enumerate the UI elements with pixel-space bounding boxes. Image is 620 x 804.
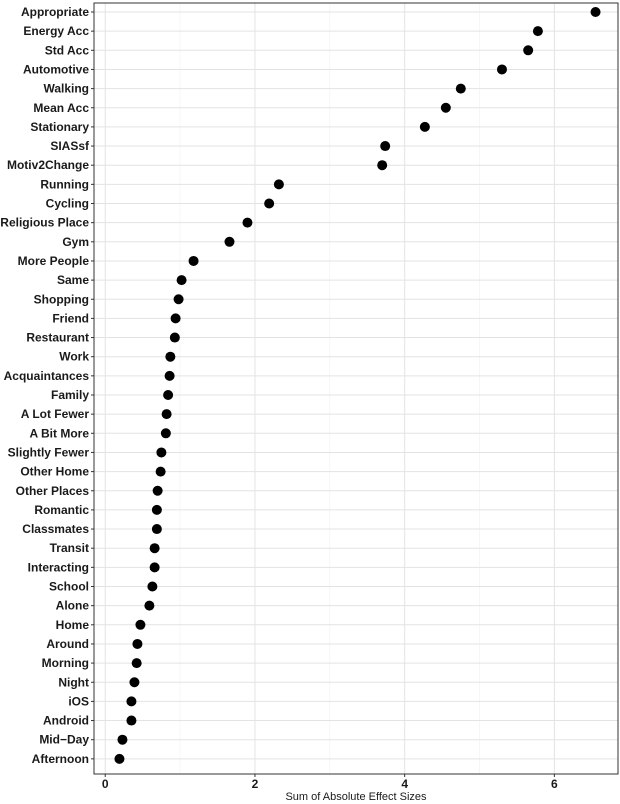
- category-label: Family: [51, 388, 89, 402]
- data-point: [132, 638, 143, 649]
- x-axis-title: Sum of Absolute Effect Sizes: [285, 791, 427, 803]
- data-point: [264, 198, 275, 209]
- data-point: [152, 485, 163, 496]
- data-point: [126, 715, 137, 726]
- category-label: Mean Acc: [33, 101, 89, 115]
- data-point: [173, 294, 184, 305]
- data-point: [273, 179, 284, 190]
- data-point: [188, 255, 199, 266]
- x-tick-label: 0: [102, 777, 109, 791]
- data-point: [496, 64, 507, 75]
- data-point: [164, 370, 175, 381]
- category-label: Shopping: [34, 292, 89, 306]
- category-label: Automotive: [23, 62, 89, 76]
- data-point: [126, 696, 137, 707]
- data-point: [165, 351, 176, 362]
- category-label: School: [49, 580, 89, 594]
- data-point: [151, 504, 162, 515]
- category-label: A Lot Fewer: [21, 407, 90, 421]
- data-point: [144, 600, 155, 611]
- x-axis-ticks: 0 2 4 6: [102, 774, 558, 791]
- data-point: [147, 581, 158, 592]
- category-label: iOS: [68, 694, 89, 708]
- data-point: [419, 121, 430, 132]
- category-label: Other Places: [16, 484, 90, 498]
- data-point: [160, 428, 171, 439]
- category-label: Energy Acc: [23, 24, 89, 38]
- category-label: Classmates: [22, 522, 89, 536]
- category-label: SIASsf: [50, 139, 90, 153]
- data-point: [532, 26, 543, 37]
- category-label: Friend: [52, 311, 89, 325]
- category-label: Work: [59, 350, 89, 364]
- category-label: Restaurant: [26, 331, 89, 345]
- category-label: Appropriate: [21, 5, 89, 19]
- category-label: Walking: [43, 82, 89, 96]
- data-point: [455, 83, 466, 94]
- category-label: Religious Place: [0, 216, 89, 230]
- category-label: Home: [56, 618, 90, 632]
- data-point: [377, 160, 388, 171]
- category-label: Motiv2Change: [7, 158, 89, 172]
- grid-lines: [94, 3, 618, 774]
- data-point: [155, 466, 166, 477]
- category-label: Around: [46, 637, 89, 651]
- category-label: Android: [43, 714, 89, 728]
- data-point: [170, 313, 181, 324]
- data-point: [590, 7, 601, 17]
- data-point: [169, 332, 180, 343]
- category-label: Morning: [42, 656, 89, 670]
- category-label: Std Acc: [45, 43, 90, 57]
- data-point: [176, 275, 187, 286]
- data-point: [156, 447, 167, 458]
- x-tick-label: 4: [401, 777, 408, 791]
- data-point: [161, 409, 172, 420]
- data-point: [129, 677, 140, 688]
- data-point: [149, 562, 160, 573]
- x-tick-label: 2: [252, 777, 259, 791]
- category-label: Afternoon: [32, 752, 89, 766]
- category-label: Cycling: [46, 197, 89, 211]
- data-point: [380, 141, 391, 152]
- category-label: Mid−Day: [39, 733, 89, 747]
- category-label: Gym: [62, 235, 89, 249]
- category-label: Slightly Fewer: [8, 445, 90, 459]
- category-labels: Appropriate Energy Acc Std Acc Automotive Wa…: [0, 5, 94, 766]
- data-point: [135, 619, 146, 630]
- category-label: Night: [58, 675, 89, 689]
- data-point: [131, 658, 142, 669]
- category-label: Stationary: [30, 120, 89, 134]
- x-tick-label: 6: [551, 777, 558, 791]
- data-point: [114, 753, 125, 764]
- data-point: [149, 543, 160, 554]
- category-label: Other Home: [20, 465, 89, 479]
- category-label: A Bit More: [29, 426, 89, 440]
- category-label: Acquaintances: [4, 369, 90, 383]
- plot-panel-border: [93, 2, 619, 775]
- data-point: [242, 217, 253, 228]
- data-point: [117, 734, 128, 745]
- data-point: [163, 390, 174, 400]
- category-label: Transit: [50, 541, 89, 555]
- category-label: Running: [40, 177, 89, 191]
- category-label: Alone: [56, 599, 90, 613]
- data-point: [151, 524, 162, 535]
- category-label: Romantic: [34, 503, 89, 517]
- category-label: Same: [57, 273, 89, 287]
- data-point: [224, 236, 235, 247]
- data-point: [440, 102, 451, 113]
- data-point: [523, 45, 534, 56]
- data-points: [114, 7, 601, 764]
- category-label: More People: [18, 254, 90, 268]
- category-label: Interacting: [28, 560, 89, 574]
